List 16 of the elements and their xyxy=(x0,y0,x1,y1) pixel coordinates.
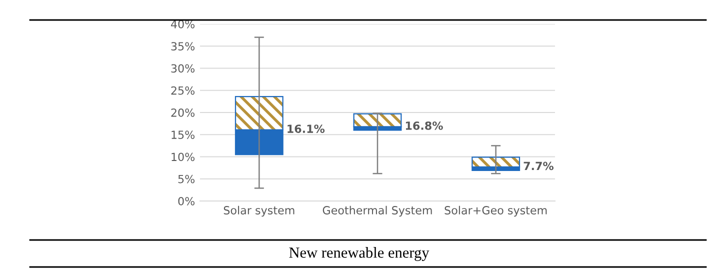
x-tick-label: Solar system xyxy=(224,206,294,217)
y-tick-label: 25% xyxy=(171,86,195,95)
y-tick-label: 30% xyxy=(171,64,195,73)
y-tick-label: 10% xyxy=(172,152,195,162)
text: 16.1% xyxy=(288,124,325,133)
text: 16.8% xyxy=(406,121,443,130)
y-tick-label: 35% xyxy=(171,42,195,51)
y-tick-label: 40% xyxy=(170,20,195,28)
x-tick-label: Geothermal System xyxy=(322,206,432,217)
y-tick-label: 15% xyxy=(172,130,195,140)
text: 7.7% xyxy=(524,162,554,170)
y-tick-label: 5% xyxy=(178,174,195,184)
x-tick-label: Solar+Geo system xyxy=(444,206,547,217)
y-tick-label: 0% xyxy=(178,196,195,206)
text: New renewable energy xyxy=(289,247,430,261)
y-tick-label: 20% xyxy=(171,108,195,117)
